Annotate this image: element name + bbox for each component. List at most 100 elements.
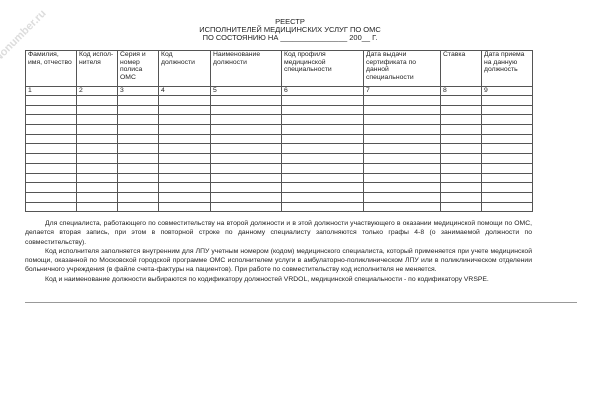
table-cell bbox=[481, 153, 533, 164]
table-cell bbox=[117, 162, 159, 174]
table-cell bbox=[76, 143, 118, 155]
table-cell bbox=[158, 133, 211, 145]
column-number-row-cell: 5 bbox=[210, 86, 282, 96]
table-cell bbox=[76, 172, 118, 184]
table-cell bbox=[25, 191, 77, 203]
table-cell bbox=[210, 201, 282, 213]
column-number-row-cell: 7 bbox=[363, 86, 441, 96]
table-cell bbox=[281, 162, 364, 174]
table-cell bbox=[117, 104, 159, 116]
notes: Для специалиста, работающего по совмести… bbox=[25, 219, 532, 284]
table-cell bbox=[158, 153, 211, 164]
table-cell bbox=[25, 201, 77, 213]
table-cell bbox=[440, 153, 482, 164]
column-number-row-cell: 4 bbox=[158, 86, 211, 96]
table-cell bbox=[440, 182, 482, 193]
table-cell bbox=[440, 143, 482, 155]
header-row-cell: Фамилия, имя, отчество bbox=[25, 50, 77, 87]
table-cell bbox=[25, 133, 77, 145]
table-cell bbox=[363, 143, 441, 155]
table-cell bbox=[210, 104, 282, 116]
table-cell bbox=[76, 124, 118, 135]
header-row-cell: Серия и номер полиса ОМС bbox=[117, 50, 159, 87]
table-cell bbox=[25, 153, 77, 164]
table-cell bbox=[481, 104, 533, 116]
table-cell bbox=[440, 124, 482, 135]
table-cell bbox=[158, 143, 211, 155]
table-cell bbox=[440, 114, 482, 126]
table-row bbox=[25, 191, 533, 203]
table-cell bbox=[440, 191, 482, 203]
note-paragraph: Для специалиста, работающего по совмести… bbox=[25, 220, 532, 246]
table-cell bbox=[158, 162, 211, 174]
table-cell bbox=[440, 95, 482, 106]
table-cell bbox=[210, 182, 282, 193]
table-cell bbox=[158, 124, 211, 135]
table-cell bbox=[363, 114, 441, 126]
table-cell bbox=[481, 191, 533, 203]
table-cell bbox=[210, 162, 282, 174]
table-cell bbox=[210, 95, 282, 106]
table-cell bbox=[158, 182, 211, 193]
table-cell bbox=[363, 201, 441, 213]
table-row bbox=[25, 172, 533, 184]
table-cell bbox=[363, 95, 441, 106]
table-cell bbox=[117, 133, 159, 145]
table-cell bbox=[158, 104, 211, 116]
table-cell bbox=[363, 104, 441, 116]
header-row-cell: Код должности bbox=[158, 50, 211, 87]
doc-date-line: ПО СОСТОЯНИЮ НА ________________ 200__ Г… bbox=[202, 33, 378, 42]
table-cell bbox=[481, 201, 533, 213]
table-cell bbox=[210, 172, 282, 184]
table-cell bbox=[117, 124, 159, 135]
table-cell bbox=[281, 124, 364, 135]
table-cell bbox=[210, 191, 282, 203]
divider bbox=[25, 302, 577, 303]
table-cell bbox=[481, 162, 533, 174]
table-cell bbox=[481, 114, 533, 126]
table-cell bbox=[210, 143, 282, 155]
column-number-row-cell: 1 bbox=[25, 86, 77, 96]
table-cell bbox=[76, 95, 118, 106]
table-cell bbox=[363, 182, 441, 193]
table-cell bbox=[481, 124, 533, 135]
table-cell bbox=[440, 201, 482, 213]
table-cell bbox=[76, 182, 118, 193]
table-cell bbox=[117, 95, 159, 106]
table-cell bbox=[158, 114, 211, 126]
table-row bbox=[25, 153, 533, 164]
table-cell bbox=[281, 182, 364, 193]
table-cell bbox=[158, 201, 211, 213]
table-row bbox=[25, 201, 533, 213]
table-row bbox=[25, 95, 533, 106]
table-cell bbox=[481, 95, 533, 106]
table-cell bbox=[440, 104, 482, 116]
header-row-cell: Код испол-нителя bbox=[76, 50, 118, 87]
table-cell bbox=[363, 124, 441, 135]
header-row-cell: Ставка bbox=[440, 50, 482, 87]
table-cell bbox=[76, 153, 118, 164]
table-cell bbox=[440, 172, 482, 184]
table-cell bbox=[25, 114, 77, 126]
table-cell bbox=[281, 95, 364, 106]
table-cell bbox=[481, 143, 533, 155]
table-cell bbox=[363, 162, 441, 174]
table-cell bbox=[25, 124, 77, 135]
table-cell bbox=[76, 133, 118, 145]
header-row-cell: Дата выдачи сертификата по данной специа… bbox=[363, 50, 441, 87]
table-cell bbox=[76, 162, 118, 174]
table-cell bbox=[210, 133, 282, 145]
doc-title: РЕЕСТР bbox=[275, 17, 305, 26]
table-cell bbox=[25, 143, 77, 155]
table-cell bbox=[281, 143, 364, 155]
header-row-cell: Код профиля медицинской специальности bbox=[281, 50, 364, 87]
table-cell bbox=[281, 191, 364, 203]
table-cell bbox=[481, 133, 533, 145]
table-cell bbox=[363, 133, 441, 145]
table-cell bbox=[117, 143, 159, 155]
note-paragraph: Код исполнителя заполняется внутренним д… bbox=[25, 247, 532, 274]
table-row bbox=[25, 133, 533, 145]
registry-table: Фамилия, имя, отчество Код испол-нителя Се… bbox=[25, 50, 533, 213]
table-cell bbox=[25, 182, 77, 193]
